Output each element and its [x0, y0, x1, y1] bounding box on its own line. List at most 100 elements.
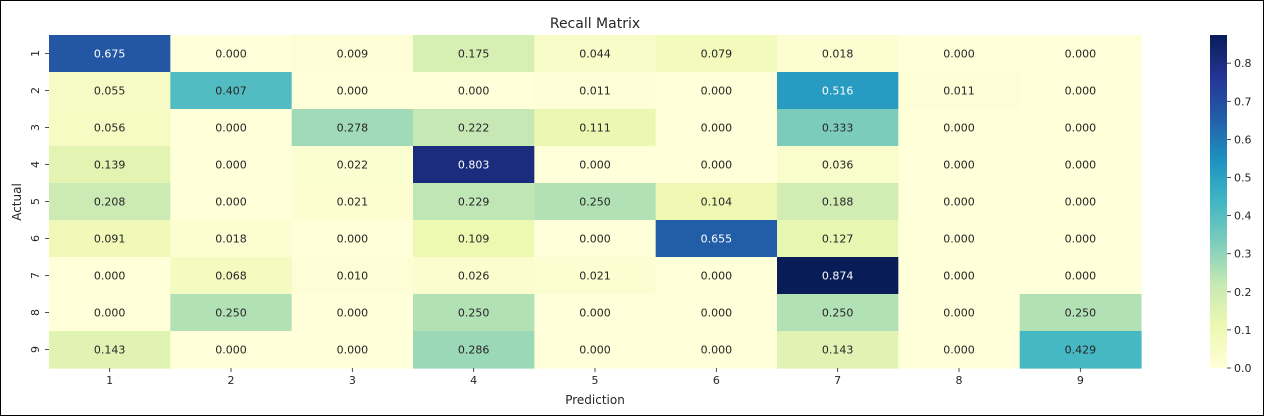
cell-value-label: 0.021: [579, 270, 611, 283]
cell-value-label: 0.000: [943, 159, 975, 172]
heatmap-cell: [49, 294, 171, 332]
colorbar-tick-label: 0.1: [1234, 324, 1252, 337]
cell-value-label: 0.655: [701, 233, 733, 246]
heatmap-cell: [534, 220, 657, 258]
cell-value-label: 0.055: [94, 85, 126, 98]
cell-value-label: 0.250: [579, 196, 611, 209]
x-tick-label: 2: [228, 374, 235, 387]
heatmap-cell: [49, 331, 171, 369]
heatmap-cell: [291, 109, 414, 147]
heatmap-cell: [291, 294, 414, 332]
cell-value-label: 0.000: [943, 233, 975, 246]
heatmap-cell: [170, 220, 293, 258]
heatmap-cell: [49, 183, 171, 221]
heatmap-cell: [655, 35, 778, 73]
cell-value-label: 0.000: [1065, 196, 1097, 209]
heatmap-cell: [777, 257, 899, 295]
heatmap-cell: [49, 220, 171, 258]
colorbar: 0.0 0.1 0.2 0.3 0.4 0.5 0.6 0.7 0.8: [1210, 35, 1252, 375]
y-tick-label: 2: [29, 87, 42, 94]
cell-value-label: 0.000: [215, 48, 247, 61]
heatmap-cell: [534, 294, 657, 332]
heatmap-cell: [655, 109, 778, 147]
cell-value-label: 0.000: [1065, 85, 1097, 98]
cell-value-label: 0.000: [458, 85, 490, 98]
colorbar-ticks: 0.0 0.1 0.2 0.3 0.4 0.5 0.6 0.7 0.8: [1227, 57, 1252, 375]
heatmap-cell: [291, 72, 414, 110]
heatmap-cell: [1019, 183, 1142, 221]
x-tick-label: 4: [470, 374, 477, 387]
cell-value-label: 0.018: [822, 48, 854, 61]
cell-value-label: 0.222: [458, 122, 490, 135]
heatmap-cells: [49, 35, 1142, 369]
cell-value-label: 0.000: [943, 48, 975, 61]
heatmap-cell: [534, 183, 657, 221]
x-tick-label: 5: [592, 374, 599, 387]
heatmap-cell: [534, 257, 657, 295]
heatmap-cell: [413, 35, 535, 73]
heatmap-cell: [170, 183, 293, 221]
cell-value-label: 0.018: [215, 233, 247, 246]
cell-value-label: 0.407: [215, 85, 247, 98]
heatmap-cell: [413, 331, 535, 369]
heatmap-cell: [898, 294, 1021, 332]
cell-value-label: 0.000: [701, 159, 733, 172]
y-tick-label: 3: [29, 124, 42, 131]
heatmap-annotations: 0.675 0.000 0.009 0.175 0.044 0.079 0.018 0.000…: [94, 48, 1096, 357]
cell-value-label: 0.000: [943, 196, 975, 209]
cell-value-label: 0.021: [337, 196, 369, 209]
cell-value-label: 0.229: [458, 196, 490, 209]
cell-value-label: 0.000: [943, 270, 975, 283]
cell-value-label: 0.000: [1065, 48, 1097, 61]
cell-value-label: 0.000: [701, 122, 733, 135]
heatmap-cell: [291, 183, 414, 221]
cell-value-label: 0.000: [701, 307, 733, 320]
heatmap-cell: [413, 294, 535, 332]
heatmap-cell: [1019, 146, 1142, 184]
y-tick-label: 4: [29, 161, 42, 168]
cell-value-label: 0.044: [579, 48, 611, 61]
heatmap-cell: [534, 35, 657, 73]
cell-value-label: 0.000: [701, 270, 733, 283]
cell-value-label: 0.250: [1065, 307, 1097, 320]
cell-value-label: 0.000: [215, 344, 247, 357]
heatmap-cell: [170, 257, 293, 295]
heatmap-cell: [413, 146, 535, 184]
cell-value-label: 0.675: [94, 48, 126, 61]
cell-value-label: 0.104: [701, 196, 733, 209]
cell-value-label: 0.286: [458, 344, 490, 357]
cell-value-label: 0.333: [822, 122, 854, 135]
heatmap-cell: [534, 72, 657, 110]
colorbar-tick-label: 0.8: [1234, 57, 1252, 70]
cell-value-label: 0.000: [215, 196, 247, 209]
cell-value-label: 0.056: [94, 122, 126, 135]
heatmap-cell: [170, 294, 293, 332]
cell-value-label: 0.175: [458, 48, 490, 61]
colorbar-tick-label: 0.6: [1234, 133, 1252, 146]
heatmap-cell: [898, 109, 1021, 147]
cell-value-label: 0.111: [579, 122, 611, 135]
cell-value-label: 0.000: [337, 233, 369, 246]
heatmap-cell: [898, 72, 1021, 110]
x-tick-label: 6: [713, 374, 720, 387]
cell-value-label: 0.188: [822, 196, 854, 209]
heatmap-cell: [898, 183, 1021, 221]
heatmap-cell: [170, 72, 293, 110]
heatmap-cell: [49, 72, 171, 110]
cell-value-label: 0.250: [458, 307, 490, 320]
cell-value-label: 0.000: [1065, 233, 1097, 246]
heatmap-cell: [777, 294, 899, 332]
colorbar-gradient: [1210, 35, 1227, 368]
heatmap-cell: [534, 331, 657, 369]
cell-value-label: 0.000: [579, 307, 611, 320]
heatmap-cell: [1019, 220, 1142, 258]
heatmap-cell: [413, 109, 535, 147]
heatmap-cell: [655, 331, 778, 369]
heatmap-cell: [49, 257, 171, 295]
x-tick-label: 1: [106, 374, 113, 387]
heatmap-cell: [777, 109, 899, 147]
cell-value-label: 0.000: [701, 85, 733, 98]
heatmap-cell: [777, 183, 899, 221]
x-axis-label: Prediction: [565, 393, 625, 407]
